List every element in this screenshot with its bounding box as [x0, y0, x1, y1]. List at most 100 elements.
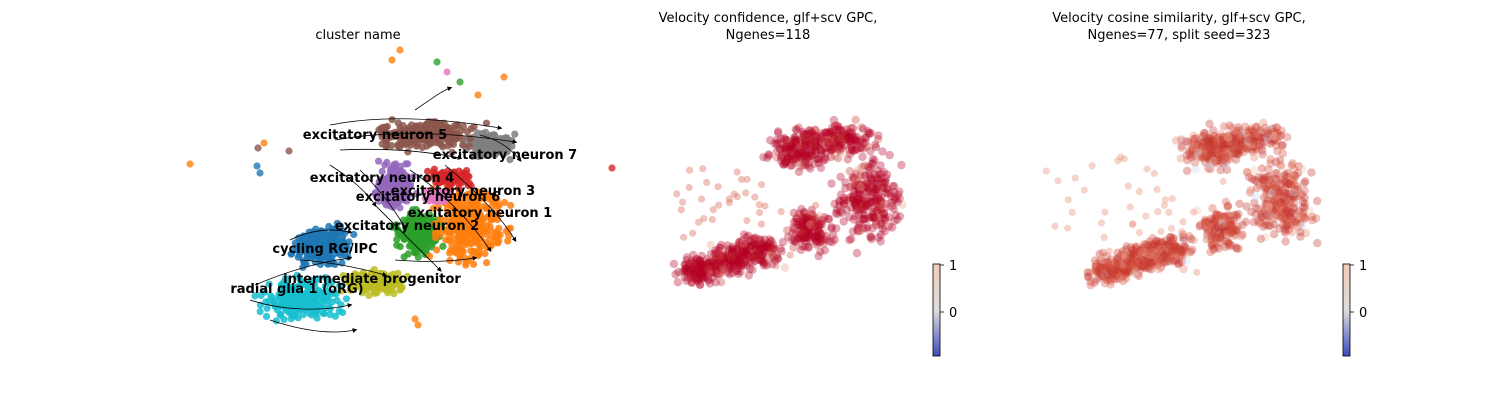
point [1295, 212, 1304, 221]
point [867, 234, 876, 244]
point-excitatory-neuron-1 [470, 260, 478, 268]
point [783, 153, 793, 162]
point [682, 255, 691, 265]
point-excitatory-neuron-4 [375, 180, 383, 188]
point-outlier [1126, 203, 1134, 211]
panel2-colorbar-tick-0: 0 [949, 306, 957, 321]
point [873, 174, 883, 183]
point-outlier [1165, 208, 1173, 216]
point-excitatory-neuron-6 [429, 196, 437, 204]
point-excitatory-neuron-5 [404, 148, 412, 156]
point-outlier [456, 78, 464, 86]
point-excitatory-neuron-1 [467, 228, 475, 236]
point-cycling-rg-ipc [328, 225, 336, 233]
point-excitatory-neuron-4 [394, 194, 402, 202]
point-excitatory-neuron-1 [451, 235, 459, 243]
point-radial-glia-1-org [290, 295, 298, 303]
panel2-colorbar-tick-1: 1 [949, 259, 957, 274]
point-excitatory-neuron-5 [388, 116, 396, 124]
point-outlier [260, 139, 268, 147]
point [832, 224, 841, 233]
cluster-label: excitatory neuron 4 [310, 171, 454, 186]
point-outlier [679, 198, 687, 206]
point [801, 237, 811, 246]
point [1182, 256, 1192, 265]
point [1131, 245, 1140, 254]
point-radial-glia-1-org [336, 282, 344, 290]
point-excitatory-neuron-4 [409, 173, 417, 181]
point-excitatory-neuron-1 [476, 242, 484, 251]
point-cycling-rg-ipc [300, 247, 308, 255]
point [1211, 233, 1220, 242]
point [788, 161, 797, 170]
point-outlier [1088, 162, 1096, 170]
point [841, 178, 850, 187]
point-excitatory-neuron-1 [473, 249, 481, 257]
point-radial-glia-1-org [297, 277, 305, 286]
point [842, 205, 851, 215]
point [1138, 259, 1147, 269]
point [1252, 184, 1262, 193]
point-radial-glia-1-org [268, 294, 277, 302]
point-excitatory-neuron-4 [383, 158, 391, 166]
point-excitatory-neuron-1 [432, 234, 440, 242]
point-outlier [1071, 174, 1079, 182]
point [1308, 216, 1317, 225]
point [1232, 244, 1242, 253]
point-outlier [733, 168, 741, 176]
point-radial-glia-1-org [321, 282, 329, 290]
point-cycling-rg-ipc [345, 245, 353, 253]
point-outlier [1054, 177, 1062, 185]
point [811, 222, 820, 231]
point [1156, 244, 1166, 254]
point [1100, 279, 1110, 288]
point-intermediate-progenitor [337, 287, 345, 295]
point-outlier [414, 321, 422, 329]
point [1186, 234, 1196, 244]
point [878, 210, 887, 219]
point-excitatory-neuron-1 [482, 204, 490, 212]
point-radial-glia-1-org [251, 292, 259, 300]
point-intermediate-progenitor [398, 283, 406, 291]
point-excitatory-neuron-1 [483, 259, 491, 267]
point-outlier [1116, 272, 1124, 280]
point-cycling-rg-ipc [302, 260, 310, 268]
point-outlier [186, 160, 194, 168]
point-excitatory-neuron-1 [506, 224, 514, 232]
point-outlier [1105, 247, 1113, 255]
point-outlier [1080, 186, 1088, 194]
point-excitatory-neuron-3 [432, 178, 440, 187]
point [874, 233, 883, 242]
point-outlier [1150, 169, 1158, 178]
point-excitatory-neuron-1 [464, 219, 472, 227]
point-outlier [673, 190, 681, 198]
cluster-label: excitatory neuron 1 [408, 206, 552, 221]
point-cycling-rg-ipc [319, 229, 328, 238]
point-outlier [677, 206, 685, 214]
cluster-label: excitatory neuron 2 [335, 219, 479, 234]
point-excitatory-neuron-1 [477, 234, 485, 242]
point-excitatory-neuron-2 [389, 223, 397, 231]
point-excitatory-neuron-2 [400, 253, 408, 261]
point-excitatory-neuron-4 [385, 180, 393, 188]
point-excitatory-neuron-3 [455, 184, 463, 192]
point-excitatory-neuron-2 [393, 235, 401, 244]
point-radial-glia-1-org [294, 314, 302, 322]
point-excitatory-neuron-2 [404, 217, 412, 225]
point-excitatory-neuron-1 [464, 238, 472, 246]
point-cycling-rg-ipc [287, 250, 295, 258]
point-excitatory-neuron-3 [431, 171, 440, 179]
point-radial-glia-1-org [319, 289, 327, 297]
point-excitatory-neuron-5 [453, 122, 461, 130]
point-excitatory-neuron-1 [452, 213, 460, 221]
point-radial-glia-1-org [284, 299, 292, 307]
point-intermediate-progenitor [345, 280, 353, 288]
point-excitatory-neuron-5 [394, 142, 402, 150]
point [1103, 270, 1113, 280]
point [1219, 122, 1229, 131]
panel-cluster-name: cluster name radial glia 1 (oRG)cycling … [186, 28, 616, 333]
point [1264, 202, 1273, 211]
point [1268, 124, 1278, 133]
point-outlier [770, 252, 778, 260]
point [1221, 153, 1231, 162]
